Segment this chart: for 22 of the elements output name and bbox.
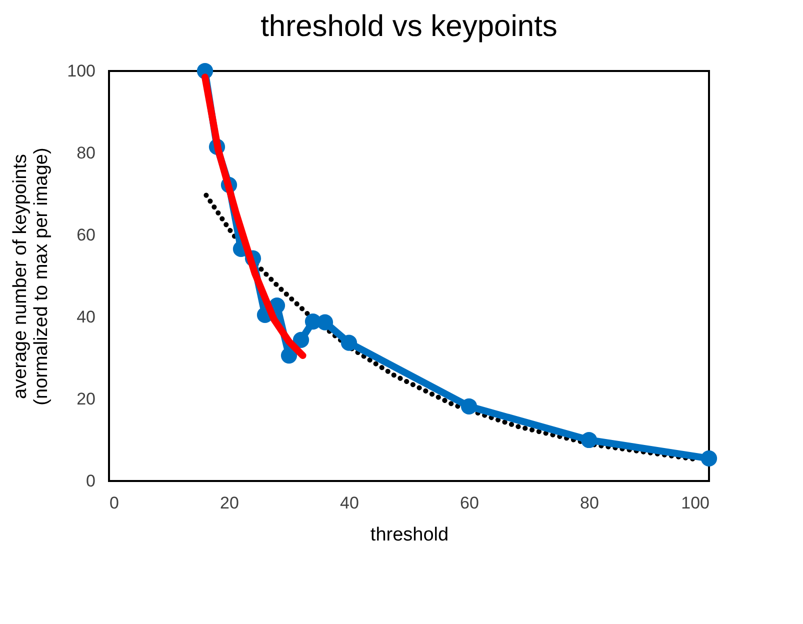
x-tick-label: 60	[460, 494, 479, 512]
point	[580, 432, 598, 448]
point	[280, 347, 298, 364]
x-axis-title: threshold	[370, 524, 449, 546]
x-tick-label: 40	[340, 494, 359, 512]
y-tick-label: 60	[76, 226, 96, 244]
point	[700, 450, 718, 466]
point	[340, 334, 358, 351]
x-tick-label: 100	[681, 494, 710, 512]
point	[460, 398, 478, 414]
x-tick-label: 80	[580, 494, 599, 512]
x-tick-label: 20	[220, 494, 239, 512]
x-tick-label: 0	[110, 494, 119, 512]
y-tick-label: 100	[67, 62, 96, 80]
y-tick-label: 20	[76, 390, 96, 408]
y-axis-title: average number of keypoints (normalized to max per image)	[10, 148, 52, 406]
y-tick-label: 40	[76, 308, 96, 326]
y-tick-label: 80	[76, 144, 96, 162]
point	[316, 314, 334, 330]
chart-title: threshold vs keypoints	[260, 10, 558, 43]
y-tick-label: 0	[86, 472, 96, 490]
point	[292, 332, 310, 348]
